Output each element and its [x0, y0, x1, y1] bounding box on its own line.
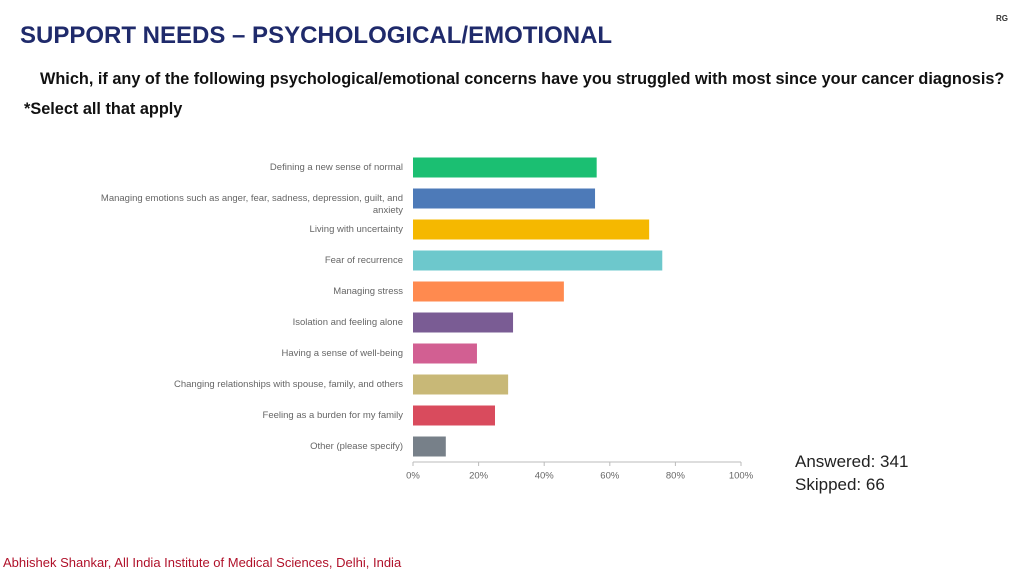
bar [413, 436, 446, 457]
x-tick-label: 80% [666, 471, 686, 482]
category-label: Other (please specify) [310, 440, 403, 452]
badge: RG [996, 14, 1008, 23]
instruction: *Select all that apply [24, 100, 183, 118]
category-label: Living with uncertainty [309, 223, 403, 235]
bar [413, 250, 663, 271]
question: Which, if any of the following psycholog… [40, 70, 1005, 88]
bar [413, 281, 564, 302]
skipped: Skipped: 66 [795, 475, 885, 494]
x-tick-label: 60% [600, 471, 620, 482]
category-label: Changing relationships with spouse, fami… [173, 378, 403, 390]
bar [413, 405, 495, 426]
slide-title: SUPPORT NEEDS – PSYCHOLOGICAL/EMOTIONAL [20, 22, 613, 49]
x-tick-label: 20% [469, 471, 489, 482]
answered: Answered: 341 [795, 452, 909, 471]
category-label: Defining a new sense of normal [269, 161, 403, 173]
bar [413, 312, 514, 333]
category-label: Isolation and feeling alone [292, 316, 403, 328]
footer: Abhishek Shankar, All India Institute of… [3, 555, 402, 570]
category-label: Feeling as a burden for my family [262, 409, 403, 421]
category-label: Managing emotions such as anger, fear, s… [100, 192, 403, 216]
bar [413, 157, 597, 178]
bar [413, 374, 509, 395]
bar [413, 219, 650, 240]
category-label: Fear of recurrence [324, 254, 403, 266]
x-tick-label: 0% [406, 471, 420, 482]
bar [413, 343, 477, 364]
x-tick-label: 100% [729, 471, 754, 482]
category-label: Managing stress [333, 285, 403, 297]
category-label: Having a sense of well-being [281, 347, 403, 359]
x-tick-label: 40% [535, 471, 555, 482]
bar [413, 188, 596, 209]
